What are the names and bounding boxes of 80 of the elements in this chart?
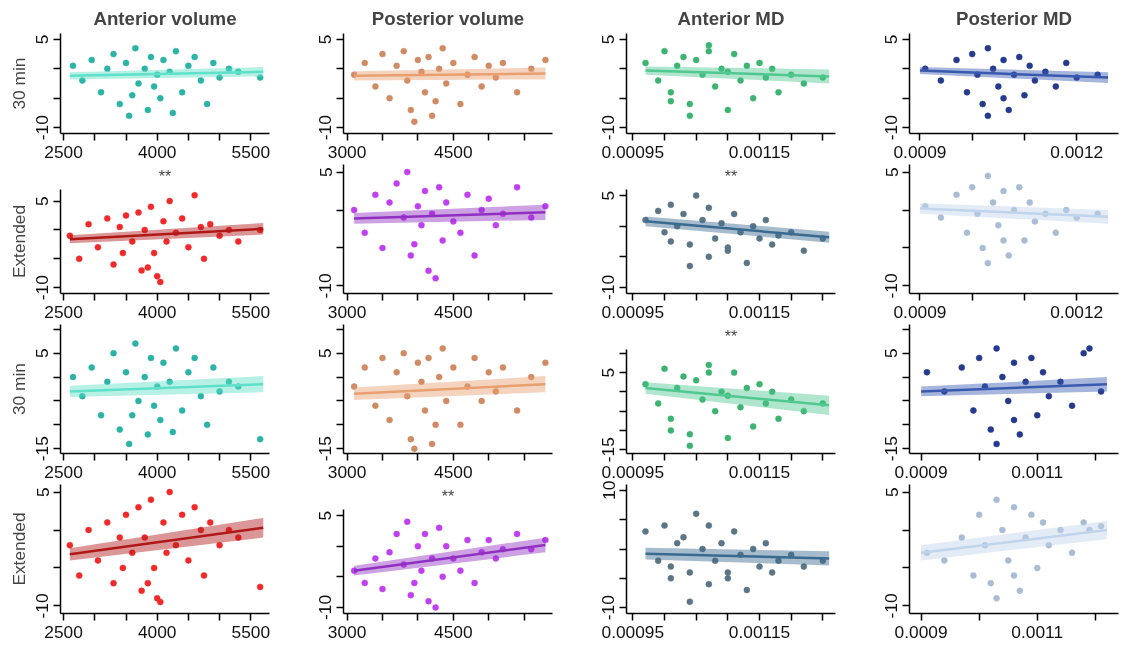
y-tick-label: 5: [32, 487, 53, 497]
y-tick-label: 5: [32, 196, 53, 206]
x-tick-label: 2500: [44, 301, 83, 322]
x-tick-label: 4500: [434, 141, 473, 162]
y-tick-label: 5: [315, 167, 336, 177]
x-tick-label: 4500: [434, 461, 473, 482]
y-tick-label: 5: [881, 34, 902, 45]
x-tick-label: 5500: [231, 141, 271, 162]
chart-title: Posterior MD: [955, 7, 1073, 29]
x-tick-label: 0.00115: [728, 301, 791, 322]
y-tick-label: 5: [32, 34, 53, 45]
y-tick-label: 5: [598, 34, 619, 45]
y-axis-title: Extended: [8, 512, 29, 586]
y-tick-label: 5: [881, 167, 902, 177]
y-tick-label: -15: [881, 436, 902, 462]
y-tick-label: 5: [598, 367, 619, 378]
y-axis-title: 30 min: [8, 57, 29, 110]
x-tick-label: 0.0011: [1011, 461, 1064, 482]
x-tick-label: 0.00115: [728, 461, 791, 482]
x-tick-label: 0.0009: [894, 621, 948, 642]
y-tick-label: 10: [598, 480, 619, 500]
y-tick-label: -10: [881, 115, 902, 141]
chart-title: Anterior MD: [677, 7, 785, 29]
x-tick-label: 0.0009: [893, 141, 947, 162]
x-tick-label: 4500: [434, 621, 473, 642]
x-tick-label: 3000: [327, 621, 367, 642]
chart-title: Posterior volume: [371, 7, 525, 29]
x-tick-label: 0.0012: [1050, 141, 1104, 162]
x-tick-label: 4000: [137, 621, 177, 642]
text: **: [724, 327, 738, 345]
x-tick-label: 5500: [231, 461, 271, 482]
y-tick-label: -10: [32, 275, 53, 301]
x-tick-label: 4000: [137, 141, 177, 162]
x-tick-label: 0.00095: [601, 461, 665, 482]
x-tick-label: 4000: [137, 301, 177, 322]
y-axis-title: 30 min: [8, 362, 29, 415]
x-tick-label: 0.0009: [894, 461, 948, 482]
x-tick-label: 0.00095: [601, 621, 665, 642]
y-tick-label: -10: [598, 274, 619, 300]
y-tick-label: 5: [598, 190, 619, 201]
text: **: [441, 487, 455, 505]
x-tick-label: 0.0012: [1050, 301, 1104, 322]
x-tick-label: 3000: [327, 461, 367, 482]
x-tick-label: 4500: [434, 301, 473, 322]
y-tick-label: -10: [598, 595, 619, 621]
y-tick-label: -15: [315, 436, 336, 462]
y-tick-label: -10: [315, 594, 336, 620]
x-tick-label: 5500: [231, 621, 271, 642]
x-tick-label: 3000: [327, 301, 367, 322]
y-tick-label: -10: [32, 593, 53, 619]
x-tick-label: 0.00115: [728, 621, 791, 642]
y-tick-label: 5: [315, 510, 336, 521]
x-tick-label: 3000: [327, 141, 367, 162]
x-tick-label: 4000: [137, 461, 177, 482]
y-tick-label: -10: [881, 273, 902, 299]
y-tick-label: -10: [598, 115, 619, 141]
x-tick-label: 0.00095: [601, 301, 665, 322]
y-tick-label: -10: [881, 593, 902, 619]
x-tick-label: 2500: [44, 141, 83, 162]
y-tick-label: -10: [315, 273, 336, 299]
y-tick-label: 5: [881, 487, 902, 497]
x-tick-label: 2500: [44, 461, 83, 482]
x-tick-label: 5500: [231, 301, 271, 322]
y-tick-label: 5: [32, 348, 53, 358]
x-tick-label: 0.0009: [893, 301, 947, 322]
y-tick-label: -15: [32, 436, 53, 462]
y-tick-label: 5: [881, 348, 902, 358]
y-axis-title: Extended: [8, 204, 29, 279]
x-tick-label: 0.00095: [601, 141, 665, 162]
y-tick-label: -10: [32, 115, 53, 141]
text: **: [724, 167, 738, 185]
chart-title: Anterior volume: [93, 7, 237, 29]
y-tick-label: -15: [598, 437, 619, 463]
x-tick-label: 0.0011: [1011, 621, 1064, 642]
y-tick-label: -10: [315, 115, 336, 141]
text: **: [158, 167, 172, 185]
y-tick-label: 5: [315, 34, 336, 45]
x-tick-label: 2500: [44, 621, 83, 642]
y-tick-label: 5: [315, 348, 336, 358]
x-tick-label: 0.00115: [728, 141, 791, 162]
